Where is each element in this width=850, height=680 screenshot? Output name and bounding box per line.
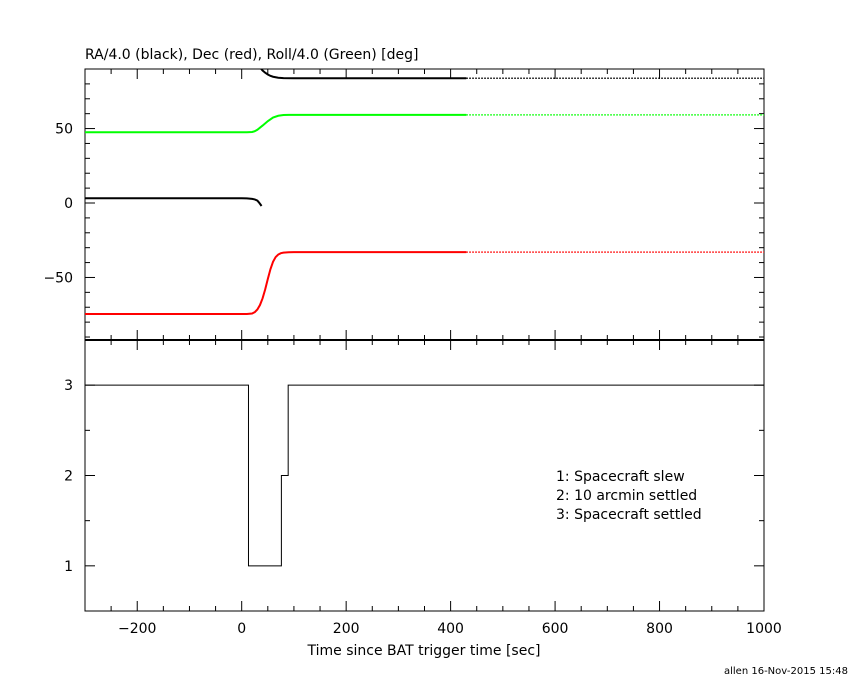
settle-status-series-line bbox=[85, 384, 764, 567]
attitude-panel-title: RA/4.0 (black), Dec (red), Roll/4.0 (Gre… bbox=[85, 47, 418, 63]
attitude-series-line bbox=[259, 69, 467, 80]
attitude-y-tick-label: 50 bbox=[55, 122, 73, 138]
settle-status-y-tick-label: 2 bbox=[64, 469, 73, 485]
attitude-y-tick-label: 0 bbox=[64, 196, 73, 212]
legend-entry: 1: Spacecraft slew bbox=[556, 469, 685, 485]
footer-credit: allen 16-Nov-2015 15:48 bbox=[724, 666, 848, 677]
settle-status-legend: 1: Spacecraft slew 2: 10 arcmin settled 3:… bbox=[556, 469, 702, 523]
legend-entry: 2: 10 arcmin settled bbox=[556, 488, 697, 504]
x-tick-label: −200 bbox=[118, 621, 156, 637]
settle-status-panel: 1 2 3 −200 0 200 400 600 800 1000 Time since BAT … bbox=[64, 339, 782, 659]
x-axis-label: Time since BAT trigger time [sec] bbox=[307, 643, 541, 659]
settle-status-y-tick-label: 3 bbox=[64, 378, 73, 394]
x-tick-label: 600 bbox=[542, 621, 569, 637]
attitude-panel-series bbox=[85, 69, 764, 315]
x-tick-label: 1000 bbox=[746, 621, 782, 637]
attitude-panel-frame bbox=[84, 68, 765, 341]
attitude-panel: RA/4.0 (black), Dec (red), Roll/4.0 (Gre… bbox=[43, 47, 765, 341]
x-tick-label: 800 bbox=[646, 621, 673, 637]
attitude-series-line bbox=[85, 113, 467, 134]
attitude-series-line bbox=[85, 197, 263, 207]
settle-status-panel-ticks: 1 2 3 −200 0 200 400 600 800 1000 bbox=[64, 339, 782, 637]
attitude-y-tick-label: −50 bbox=[43, 270, 73, 286]
attitude-series-line bbox=[85, 251, 467, 315]
x-tick-label: 200 bbox=[333, 621, 360, 637]
x-tick-label: 0 bbox=[237, 621, 246, 637]
settle-status-panel-series bbox=[85, 384, 764, 567]
settle-status-y-tick-label: 1 bbox=[64, 559, 73, 575]
attitude-panel-ticks: −50 0 50 bbox=[43, 68, 765, 340]
x-tick-label: 400 bbox=[437, 621, 464, 637]
legend-entry: 3: Spacecraft settled bbox=[556, 507, 702, 523]
